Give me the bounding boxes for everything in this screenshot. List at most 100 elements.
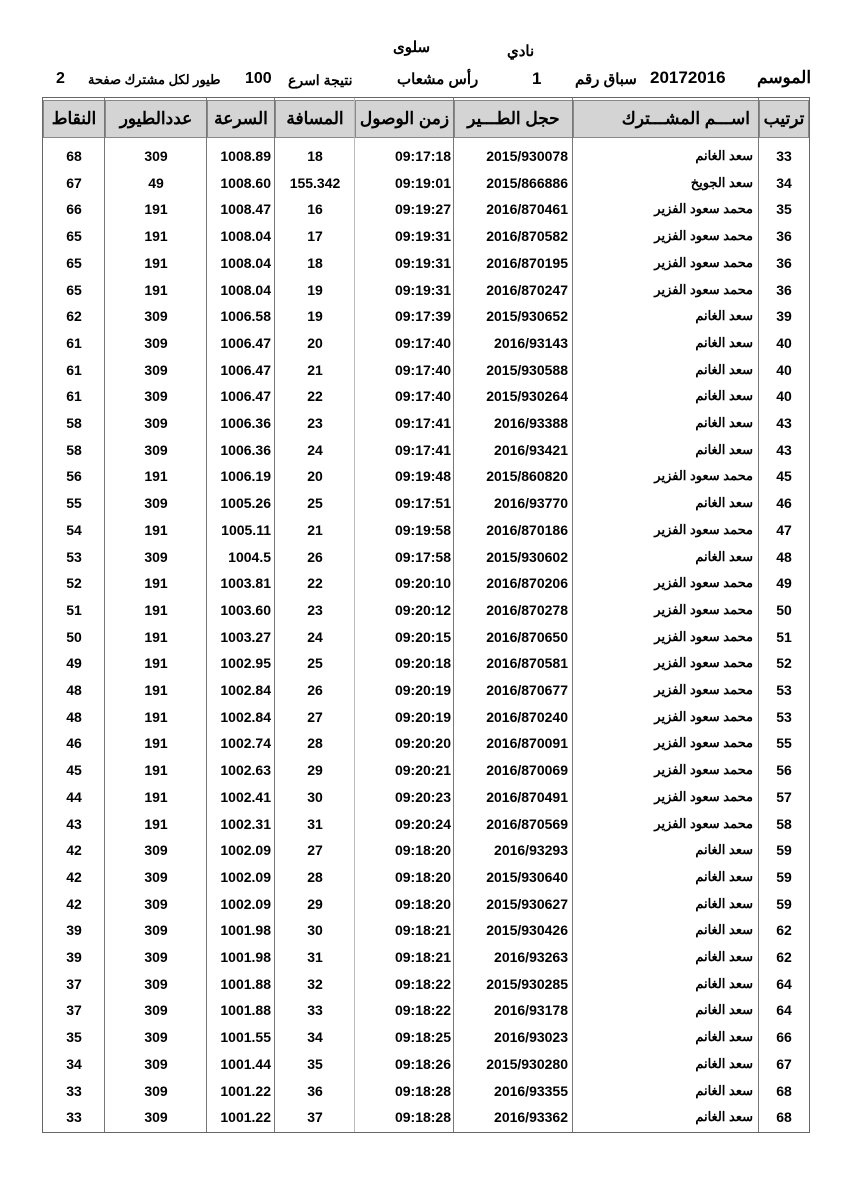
- table-row: 48 191 1002.84 27 09:20:19 2016/870240 محمد سع…: [43, 704, 809, 731]
- cell-points: 61: [66, 388, 82, 405]
- cell-ring: 2016/93770: [494, 495, 568, 512]
- cell-arrival: 09:17:18: [394, 148, 451, 164]
- club-label: نادي: [507, 43, 535, 60]
- cell-points: 68: [66, 148, 82, 164]
- cell-points: 58: [66, 415, 82, 431]
- cell-birds: 309: [144, 441, 168, 458]
- cell-birds: 191: [144, 468, 168, 485]
- cell-speed: 1001.88: [220, 1002, 271, 1019]
- race-value: 1: [532, 69, 542, 88]
- cell-rank: 35: [776, 201, 792, 218]
- cell-name: سعد الغانم: [695, 1029, 753, 1045]
- cell-points: 62: [66, 308, 82, 325]
- cell-speed: 1002.41: [220, 788, 271, 805]
- cell-points: 61: [66, 334, 82, 351]
- cell-speed: 1002.84: [220, 682, 271, 698]
- cell-birds: 309: [144, 922, 168, 939]
- cell-speed: 1006.36: [220, 441, 271, 458]
- cell-distance: 20: [307, 334, 323, 351]
- race-label: سباق رقم: [575, 71, 637, 88]
- cell-distance: 29: [307, 762, 323, 779]
- cell-points: 51: [66, 601, 82, 618]
- cell-birds: 191: [144, 655, 168, 672]
- cell-ring: 2016/870677: [486, 682, 568, 698]
- cell-name: محمد سعود الفزير: [654, 735, 753, 751]
- cell-birds: 309: [144, 1055, 168, 1072]
- cell-rank: 52: [776, 655, 792, 672]
- cell-name: محمد سعود الفزير: [654, 601, 753, 617]
- cell-ring: 2016/870491: [486, 788, 568, 805]
- cell-ring: 2015/930285: [486, 975, 568, 992]
- cell-rank: 58: [776, 815, 792, 832]
- cell-distance: 27: [307, 708, 323, 725]
- cell-distance: 21: [307, 521, 323, 538]
- result-value: 100: [245, 70, 272, 87]
- cell-points: 35: [66, 1029, 82, 1046]
- table-row: 67 49 1008.60 155.342 09:19:01 2015/866886 سعد…: [43, 170, 809, 197]
- cell-arrival: 09:19:31: [394, 254, 451, 271]
- table-row: 54 191 1005.11 21 09:19:58 2016/870186 محمد سع…: [43, 517, 809, 544]
- cell-ring: 2016/870582: [486, 228, 568, 245]
- cell-name: سعد الغانم: [695, 148, 753, 163]
- cell-rank: 67: [776, 1055, 792, 1072]
- cell-birds: 191: [144, 601, 168, 618]
- cell-points: 44: [66, 788, 82, 805]
- cell-rank: 62: [776, 922, 792, 939]
- cell-arrival: 09:19:58: [394, 521, 451, 538]
- cell-speed: 1008.60: [220, 174, 271, 191]
- cell-rank: 51: [776, 628, 792, 645]
- cell-arrival: 09:19:31: [394, 281, 451, 298]
- cell-points: 56: [66, 468, 82, 485]
- table-row: 39 309 1001.98 30 09:18:21 2015/930426 سعد الغ…: [43, 917, 809, 944]
- cell-rank: 64: [776, 975, 792, 992]
- race-location: رأس مشعاب: [397, 71, 479, 88]
- results-table: النقاط عددالطيور السرعة المسافة زمن الوص…: [42, 97, 810, 1133]
- cell-ring: 2015/930280: [486, 1055, 568, 1072]
- cell-points: 52: [66, 575, 82, 592]
- cell-arrival: 09:19:48: [394, 468, 451, 485]
- cell-points: 53: [66, 548, 82, 565]
- cell-birds: 191: [144, 628, 168, 645]
- cell-distance: 23: [307, 415, 323, 431]
- cell-distance: 36: [307, 1082, 323, 1099]
- cell-arrival: 09:18:20: [394, 895, 451, 912]
- cell-distance: 24: [307, 441, 323, 458]
- cell-birds: 309: [144, 548, 168, 565]
- cell-speed: 1002.09: [220, 842, 271, 859]
- cell-distance: 25: [307, 655, 323, 672]
- cell-name: محمد سعود الفزير: [654, 521, 753, 537]
- cell-speed: 1001.55: [220, 1029, 271, 1046]
- cell-points: 65: [66, 228, 82, 245]
- cell-rank: 59: [776, 895, 792, 912]
- cell-rank: 64: [776, 1002, 792, 1019]
- cell-name: سعد الغانم: [695, 361, 753, 377]
- table-row: 37 309 1001.88 33 09:18:22 2016/93178 سعد الغا…: [43, 997, 809, 1024]
- cell-speed: 1005.26: [220, 495, 271, 512]
- club-name: سلوى: [393, 39, 431, 56]
- cell-distance: 30: [307, 788, 323, 805]
- cell-points: 42: [66, 868, 82, 885]
- header-points: النقاط: [43, 100, 105, 138]
- table-row: 50 191 1003.27 24 09:20:15 2016/870650 محمد سع…: [43, 624, 809, 651]
- table-row: 52 191 1003.81 22 09:20:10 2016/870206 محمد سع…: [43, 570, 809, 597]
- table-row: 33 309 1001.22 36 09:18:28 2016/93355 سعد الغا…: [43, 1078, 809, 1105]
- cell-distance: 26: [307, 682, 323, 698]
- cell-speed: 1002.95: [220, 655, 271, 672]
- cell-name: سعد الغانم: [695, 495, 753, 511]
- cell-arrival: 09:20:19: [394, 682, 451, 698]
- cell-arrival: 09:20:10: [394, 575, 451, 592]
- table-row: 61 309 1006.47 21 09:17:40 2015/930588 سعد الغ…: [43, 357, 809, 384]
- cell-points: 61: [66, 361, 82, 378]
- cell-speed: 1001.98: [220, 922, 271, 939]
- table-row: 53 309 1004.5 26 09:17:58 2015/930602 سعد الغا…: [43, 544, 809, 571]
- cell-birds: 309: [144, 148, 168, 164]
- cell-speed: 1001.98: [220, 949, 271, 965]
- table-row: 51 191 1003.60 23 09:20:12 2016/870278 محمد سع…: [43, 597, 809, 624]
- table-row: 44 191 1002.41 30 09:20:23 2016/870491 محمد سع…: [43, 784, 809, 811]
- header-name: اســـم المشـــترك: [573, 100, 759, 138]
- cell-arrival: 09:17:41: [394, 441, 451, 458]
- cell-arrival: 09:18:20: [394, 868, 451, 885]
- cell-birds: 309: [144, 495, 168, 512]
- cell-arrival: 09:17:58: [394, 548, 451, 565]
- cell-rank: 46: [776, 495, 792, 512]
